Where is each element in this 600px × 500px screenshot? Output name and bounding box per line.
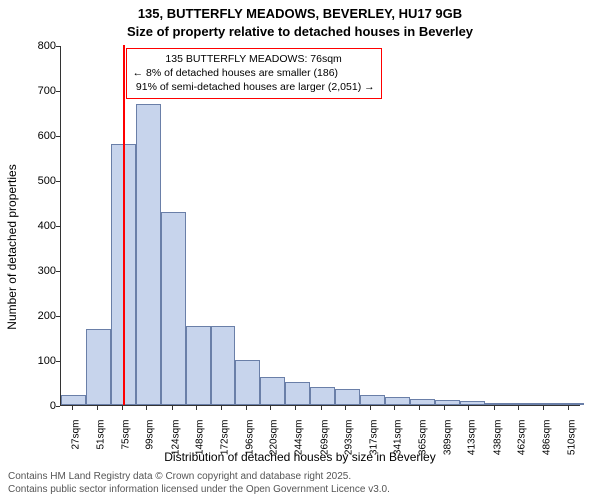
y-tick-mark (56, 271, 60, 272)
annotation-line: ← 8% of detached houses are smaller (186… (133, 67, 375, 81)
x-tick-mark (494, 406, 495, 410)
histogram-bar (435, 400, 460, 405)
x-tick-mark (246, 406, 247, 410)
y-tick-mark (56, 181, 60, 182)
plot-area: 135 BUTTERFLY MEADOWS: 76sqm← 8% of deta… (60, 46, 580, 406)
x-tick-mark (444, 406, 445, 410)
x-tick-mark (345, 406, 346, 410)
x-tick-mark (295, 406, 296, 410)
histogram-bar (161, 212, 186, 406)
histogram-bar (186, 326, 211, 405)
x-tick-mark (543, 406, 544, 410)
histogram-bar (285, 382, 310, 405)
footer-attribution: Contains HM Land Registry data © Crown c… (8, 471, 390, 496)
x-tick-mark (518, 406, 519, 410)
footer-line2: Contains public sector information licen… (8, 484, 390, 497)
chart-title-line2: Size of property relative to detached ho… (0, 24, 600, 39)
annotation-line: 91% of semi-detached houses are larger (… (133, 81, 375, 95)
histogram-bar (385, 397, 410, 405)
y-tick-mark (56, 316, 60, 317)
subject-marker-line (123, 45, 125, 405)
histogram-bar (410, 399, 435, 405)
x-tick-mark (468, 406, 469, 410)
x-tick-mark (146, 406, 147, 410)
histogram-bar (235, 360, 260, 405)
y-tick-label: 300 (30, 265, 56, 277)
x-axis-label: Distribution of detached houses by size … (0, 450, 600, 464)
histogram-bar (136, 104, 161, 406)
annotation-box: 135 BUTTERFLY MEADOWS: 76sqm← 8% of deta… (126, 48, 382, 99)
x-tick-mark (72, 406, 73, 410)
histogram-bar (61, 395, 86, 405)
x-tick-mark (370, 406, 371, 410)
x-tick-mark (270, 406, 271, 410)
histogram-bar (460, 401, 485, 405)
y-tick-label: 200 (30, 310, 56, 322)
x-tick-mark (97, 406, 98, 410)
y-tick-mark (56, 46, 60, 47)
x-tick-mark (321, 406, 322, 410)
y-tick-label: 0 (30, 400, 56, 412)
histogram-bar (260, 377, 285, 405)
chart-container: { "chart": { "type": "histogram", "title… (0, 0, 600, 500)
y-tick-label: 400 (30, 220, 56, 232)
y-tick-mark (56, 406, 60, 407)
histogram-bar (559, 403, 584, 405)
y-axis-label: Number of detached properties (5, 107, 19, 387)
histogram-bar (360, 395, 385, 405)
annotation-line: 135 BUTTERFLY MEADOWS: 76sqm (133, 53, 375, 67)
y-tick-label: 500 (30, 175, 56, 187)
x-tick-mark (122, 406, 123, 410)
chart-title-line1: 135, BUTTERFLY MEADOWS, BEVERLEY, HU17 9… (0, 6, 600, 21)
histogram-bar (510, 403, 535, 405)
histogram-bar (86, 329, 111, 406)
x-tick-mark (172, 406, 173, 410)
x-tick-mark (221, 406, 222, 410)
x-tick-mark (196, 406, 197, 410)
y-tick-mark (56, 361, 60, 362)
histogram-bar (535, 403, 560, 405)
y-tick-label: 700 (30, 85, 56, 97)
y-tick-mark (56, 91, 60, 92)
footer-line1: Contains HM Land Registry data © Crown c… (8, 471, 390, 484)
histogram-bar (485, 403, 510, 405)
histogram-bar (310, 387, 335, 405)
histogram-bar (335, 389, 360, 405)
y-axis-label-wrap: Number of detached properties (2, 0, 20, 500)
y-tick-mark (56, 136, 60, 137)
y-tick-mark (56, 226, 60, 227)
y-tick-label: 800 (30, 40, 56, 52)
x-tick-mark (568, 406, 569, 410)
x-tick-mark (394, 406, 395, 410)
x-tick-mark (419, 406, 420, 410)
y-tick-label: 100 (30, 355, 56, 367)
histogram-bar (211, 326, 236, 405)
y-tick-label: 600 (30, 130, 56, 142)
